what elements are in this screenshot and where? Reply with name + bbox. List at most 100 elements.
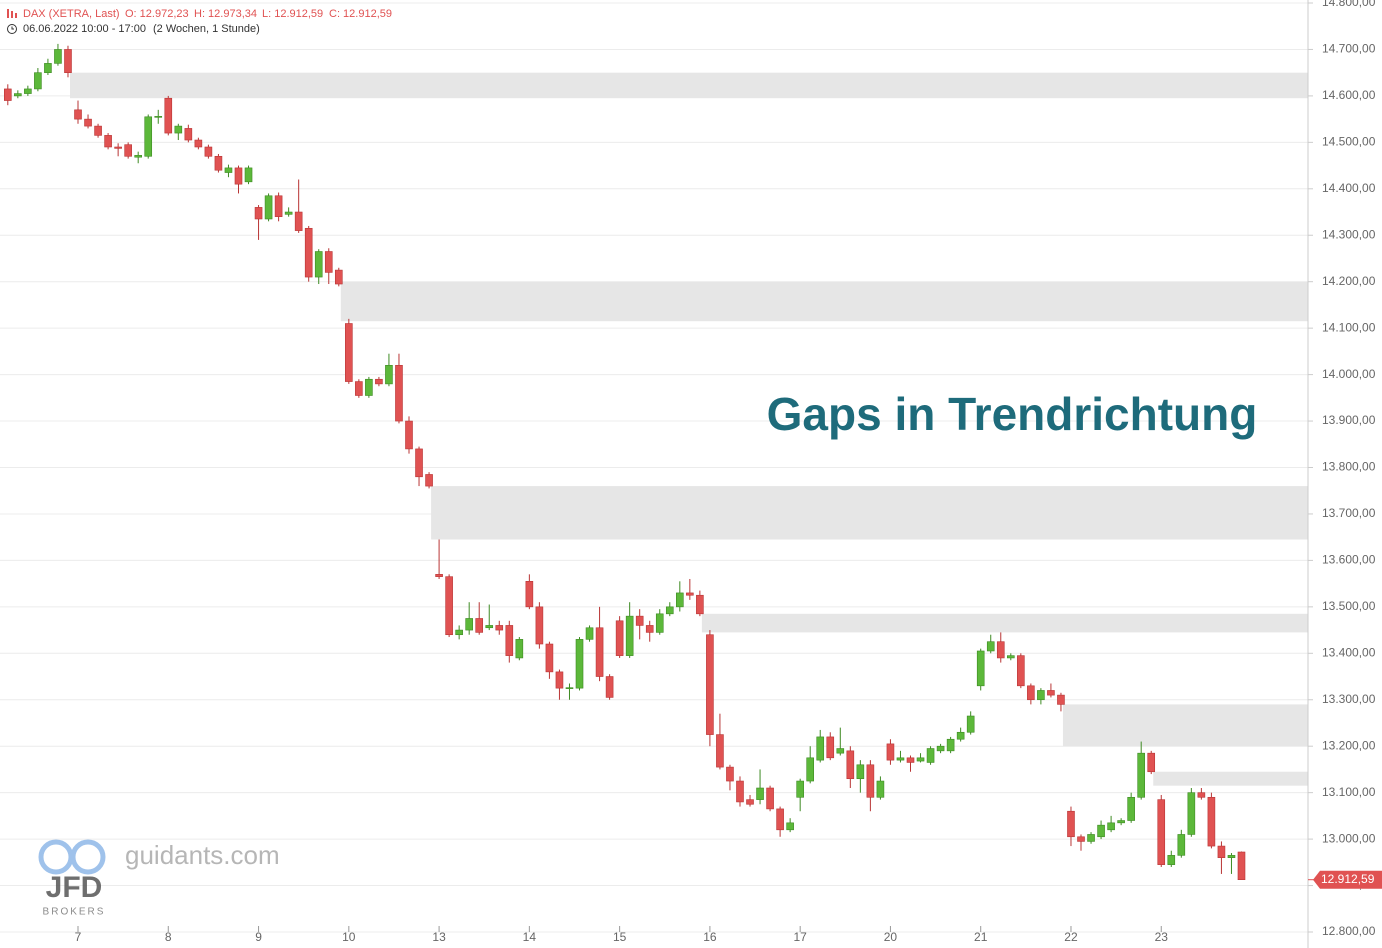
candle-body — [495, 625, 504, 631]
gap-zone — [1153, 771, 1308, 786]
candle-body — [876, 780, 885, 798]
x-tick-label: 8 — [165, 930, 172, 944]
y-tick-label: 14.500,00 — [1322, 135, 1376, 149]
candle-body — [796, 780, 804, 798]
x-tick-label: 9 — [255, 930, 262, 944]
candle-body — [956, 731, 965, 740]
candle-body — [365, 378, 373, 396]
candle-body — [324, 251, 333, 273]
candle-body — [304, 227, 313, 278]
candle-body — [686, 592, 694, 596]
candle-body — [746, 799, 754, 805]
candle-body — [184, 128, 193, 141]
candle-body — [1097, 824, 1105, 838]
y-tick-label: 13.000,00 — [1322, 831, 1376, 845]
candle-body — [846, 750, 855, 780]
candle-body — [214, 155, 223, 171]
candle-body — [525, 581, 534, 608]
candle-body — [1017, 655, 1025, 687]
candle-body — [826, 736, 835, 759]
y-tick-label: 13.100,00 — [1322, 785, 1376, 799]
y-tick-label: 13.300,00 — [1322, 692, 1376, 706]
candle-body — [1057, 694, 1065, 705]
candle-body — [946, 738, 955, 752]
candle-body — [786, 822, 794, 831]
y-tick-label: 14.400,00 — [1322, 181, 1376, 195]
candle-body — [996, 641, 1005, 659]
candle-body — [696, 594, 704, 615]
y-tick-label: 14.300,00 — [1322, 227, 1376, 241]
candle-body — [726, 766, 734, 782]
ohlc: H: 12.973,34 — [194, 8, 257, 20]
candle-body — [164, 97, 173, 134]
x-tick-label: 10 — [342, 930, 356, 944]
y-tick-label: 13.900,00 — [1322, 413, 1376, 427]
candle-body — [44, 63, 52, 73]
candle-body — [655, 613, 664, 633]
x-tick-label: 13 — [432, 930, 446, 944]
candle-body — [1087, 834, 1095, 842]
candle-body — [625, 615, 634, 656]
candle-body — [645, 625, 654, 633]
watermark: guidants.com JFD BROKERS — [38, 839, 280, 918]
candle-body — [1217, 845, 1226, 858]
candle-body — [395, 365, 403, 422]
clock-icon — [11, 26, 14, 30]
candle-body — [515, 639, 524, 659]
gap-zone — [701, 613, 1308, 633]
candle-body — [1177, 834, 1186, 856]
candle-body — [114, 146, 122, 149]
candle-body — [455, 629, 463, 636]
candle-body — [1006, 655, 1015, 659]
gap-zone — [1062, 704, 1308, 747]
icon — [7, 9, 9, 18]
clock-icon — [7, 24, 17, 34]
ohlc: O: 12.972,23 — [125, 8, 189, 20]
candles — [4, 43, 1246, 881]
icon — [15, 13, 17, 18]
candle-body — [1237, 851, 1246, 881]
candle-body — [14, 93, 22, 97]
gap-zone — [340, 281, 1308, 322]
candle-body — [1157, 799, 1166, 865]
candle-body — [665, 606, 674, 615]
candle-body — [1227, 855, 1236, 858]
y-tick-label: 14.600,00 — [1322, 88, 1376, 102]
candle-body — [856, 764, 865, 780]
header: DAX (XETRA, Last) O: 12.972,23 H: 12.973… — [7, 8, 392, 35]
candle-body — [836, 748, 845, 754]
candle-body — [84, 118, 92, 127]
candle-body — [926, 748, 935, 763]
x-tick-label: 15 — [613, 930, 627, 944]
candle-body — [4, 88, 12, 101]
candle-body — [1077, 836, 1085, 842]
ohlc: C: 12.912,59 — [329, 8, 392, 20]
icon — [11, 11, 13, 18]
candle-body — [465, 618, 473, 631]
candle-body — [54, 49, 62, 64]
candle-body — [194, 139, 203, 148]
y-tick-label: 14.200,00 — [1322, 274, 1376, 288]
candle-body — [1197, 792, 1206, 798]
candle-body — [345, 323, 353, 382]
brand-sub: BROKERS — [43, 907, 106, 918]
candle-body — [385, 365, 393, 385]
candle-body — [435, 574, 443, 577]
candle-body — [605, 676, 614, 698]
candle-body — [94, 125, 102, 136]
candle-body — [234, 167, 243, 185]
range: (2 Wochen, 1 Stunde) — [153, 23, 260, 35]
candle-body — [104, 135, 112, 148]
candle-body — [204, 146, 213, 157]
candle-body — [24, 88, 32, 94]
candle-body — [595, 627, 604, 677]
x-tick-label: 17 — [793, 930, 807, 944]
gaps — [70, 72, 1309, 786]
candle-body — [756, 787, 764, 800]
candle-body — [676, 592, 684, 608]
candle-body — [1067, 810, 1075, 838]
candle-body — [425, 474, 433, 487]
y-tick-label: 14.000,00 — [1322, 367, 1376, 381]
